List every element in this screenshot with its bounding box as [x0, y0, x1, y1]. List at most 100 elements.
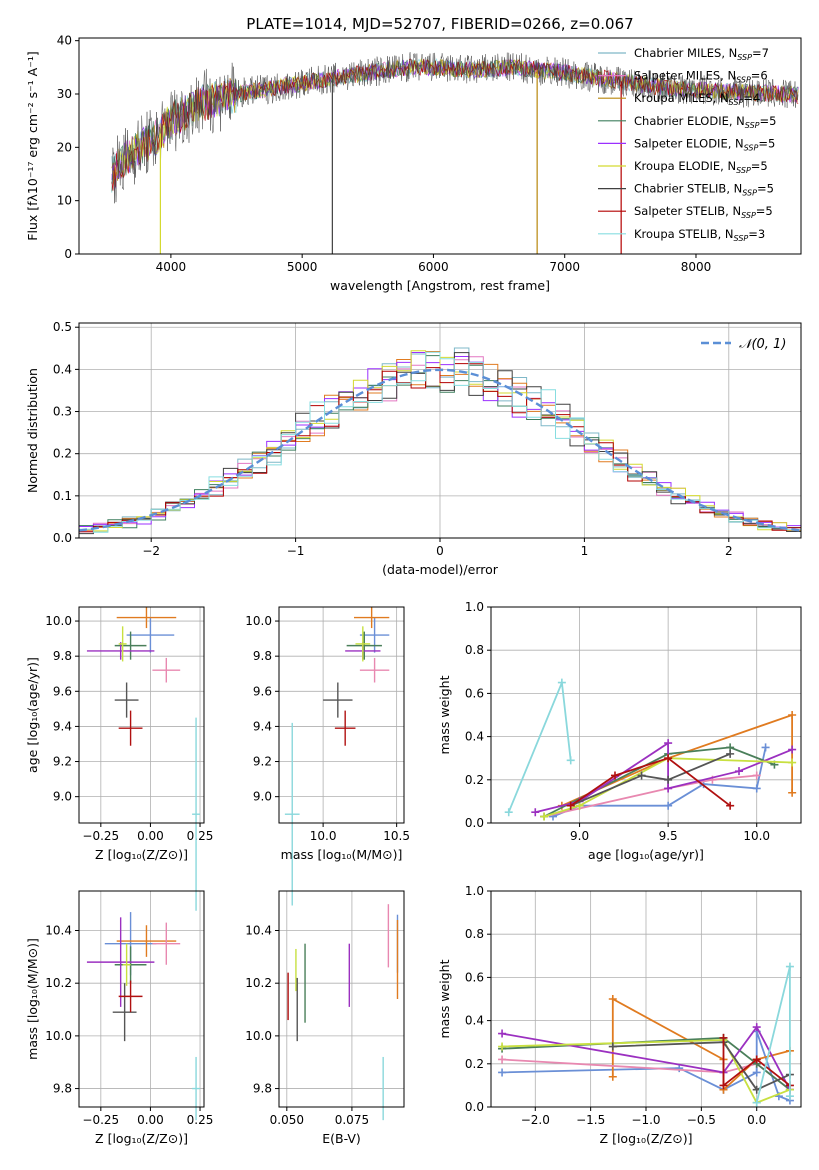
x-tick-label: 0.050: [270, 1113, 304, 1127]
plot-frame: [78, 606, 205, 824]
y-tick-label: 0.1: [53, 489, 72, 503]
legend-label: Salpeter MILES, NSSP=6: [634, 69, 768, 85]
x-tick-label: −2: [142, 544, 160, 558]
plot-frame: [278, 890, 405, 1108]
legend-label: Chabrier ELODIE, NSSP=5: [634, 114, 776, 130]
weight-line: [722, 1037, 791, 1088]
y-tick-label: 10.4: [45, 924, 72, 938]
x-tick-label: 0.25: [187, 1113, 214, 1127]
weight-marker: [566, 801, 575, 810]
x-tick-label: −0.25: [82, 1113, 119, 1127]
legend-label: Chabrier STELIB, NSSP=5: [634, 182, 774, 198]
axes-age_mass: 10.0 10.5 9.0 9.2 9.4 9.6 9.8 10.0 mass [log₁₀(M…: [245, 607, 410, 906]
y-tick-label: 9.2: [253, 755, 272, 769]
plot-frame: [490, 606, 802, 824]
x-tick-label: 10.0: [310, 829, 337, 843]
y-tick-label: 0.6: [465, 686, 484, 700]
x-tick-label: −1.5: [576, 1113, 605, 1127]
weight-marker: [752, 1068, 761, 1077]
x-axis-label: E(B-V): [322, 1131, 361, 1146]
y-tick-label: 0.6: [465, 970, 484, 984]
y-tick-label: 10.2: [245, 976, 272, 990]
plot-frame: [278, 606, 405, 824]
weight-line: [507, 682, 572, 813]
y-tick-label: 0.0: [465, 816, 484, 830]
y-tick-label: 10.0: [45, 1029, 72, 1043]
y-tick-label: 9.6: [53, 684, 72, 698]
y-tick-label: 0.2: [465, 773, 484, 787]
plot-frame: [78, 890, 205, 1108]
y-tick-label: 0.0: [465, 1100, 484, 1114]
weight-marker: [557, 678, 566, 687]
y-tick-label: 20: [57, 140, 72, 154]
y-tick-label: 0.5: [53, 320, 72, 334]
legend-label: Salpeter STELIB, NSSP=5: [634, 204, 773, 220]
x-tick-label: 2: [725, 544, 733, 558]
y-tick-label: 9.8: [53, 1082, 72, 1096]
spectrum-line: [111, 58, 799, 191]
weight-marker: [788, 788, 797, 797]
weight-marker: [719, 1081, 728, 1090]
y-axis-label: mass weight: [437, 959, 452, 1038]
x-tick-label: 9.0: [570, 829, 589, 843]
x-tick-label: −0.25: [82, 829, 119, 843]
weight-marker: [735, 767, 743, 776]
x-tick-label: 10.5: [383, 829, 410, 843]
weight-line: [612, 1041, 791, 1091]
weight-marker: [531, 808, 540, 817]
y-tick-label: 10.4: [245, 924, 272, 938]
axes-mass_ebv: 0.050 0.075 9.8 10.0 10.2 10.4 E(B-V): [245, 891, 404, 1146]
legend-label: Chabrier MILES, NSSP=7: [634, 46, 769, 62]
y-tick-label: 0.4: [53, 362, 72, 376]
weight-marker: [664, 784, 673, 793]
y-tick-label: 9.8: [253, 649, 272, 663]
weight-marker: [611, 771, 619, 780]
weight-marker: [504, 808, 513, 817]
weight-marker: [761, 743, 770, 752]
weight-marker: [752, 1055, 761, 1064]
weight-line: [543, 774, 757, 818]
y-tick-label: 10.0: [45, 614, 72, 628]
weight-marker: [498, 1029, 507, 1038]
x-tick-label: 7000: [549, 260, 580, 274]
axes-spectrum: 4000 5000 6000 7000 8000 0 10 20 30 40 wavelength …: [25, 34, 799, 293]
y-tick-label: 0.2: [53, 447, 72, 461]
weight-marker: [664, 754, 673, 763]
weight-marker: [608, 1042, 617, 1051]
axes-weight_age: 9.0 9.5 10.0 0.0 0.2 0.4 0.6 0.8 1.0 age [log₁₀(a…: [437, 600, 801, 862]
weight-marker: [788, 711, 797, 719]
x-tick-label: −2.0: [521, 1113, 550, 1127]
y-tick-label: 9.4: [253, 719, 272, 733]
weight-marker: [637, 771, 646, 780]
x-tick-label: 4000: [156, 260, 187, 274]
axes-mass_Z: −0.25 0.00 0.25 9.8 10.0 10.2 10.4 Z [log₁₀(Z/Z…: [25, 891, 213, 1146]
y-axis-label: Flux [fλ10⁻¹⁷ erg cm⁻² s⁻¹ A⁻¹]: [25, 51, 40, 240]
weight-line: [535, 741, 793, 814]
plot-frame: [78, 37, 802, 255]
x-tick-label: 1: [581, 544, 589, 558]
y-axis-label: age [log₁₀(age/yr)]: [25, 657, 40, 773]
y-tick-label: 10.0: [245, 1029, 272, 1043]
x-tick-label: 5000: [287, 260, 318, 274]
weight-marker: [608, 995, 617, 1003]
figure-title: PLATE=1014, MJD=52707, FIBERID=0266, z=0…: [246, 15, 633, 33]
x-axis-label: Z [log₁₀(Z/Z⊙)]: [600, 1131, 693, 1146]
spectrum-line: [111, 52, 799, 204]
y-tick-label: 0: [64, 247, 72, 261]
weight-marker: [788, 758, 797, 767]
y-tick-label: 0.4: [465, 1014, 484, 1028]
y-tick-label: 1.0: [465, 600, 484, 614]
weight-marker: [726, 801, 735, 810]
y-tick-label: 10: [57, 194, 72, 208]
weight-marker: [788, 745, 797, 754]
y-axis-label: mass weight: [437, 675, 452, 754]
weight-marker: [664, 801, 673, 810]
weight-marker: [566, 756, 575, 765]
x-axis-label: (data-model)/error: [382, 562, 499, 577]
plot-frame: [78, 322, 802, 539]
weight-marker: [785, 1092, 794, 1101]
y-tick-label: 9.6: [253, 684, 272, 698]
histogram-step: [79, 352, 801, 535]
x-tick-label: −1.0: [631, 1113, 660, 1127]
